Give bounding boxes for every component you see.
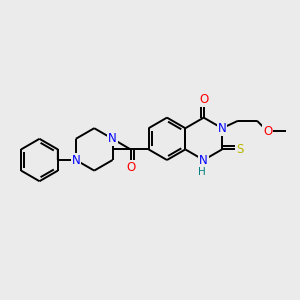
- Text: O: O: [199, 93, 208, 106]
- Text: S: S: [236, 143, 244, 156]
- Text: O: O: [263, 125, 272, 138]
- Text: O: O: [126, 161, 135, 174]
- Text: N: N: [108, 132, 117, 145]
- Text: N: N: [218, 122, 226, 135]
- Text: N: N: [71, 154, 80, 166]
- Text: N: N: [199, 154, 208, 166]
- Text: H: H: [198, 167, 206, 177]
